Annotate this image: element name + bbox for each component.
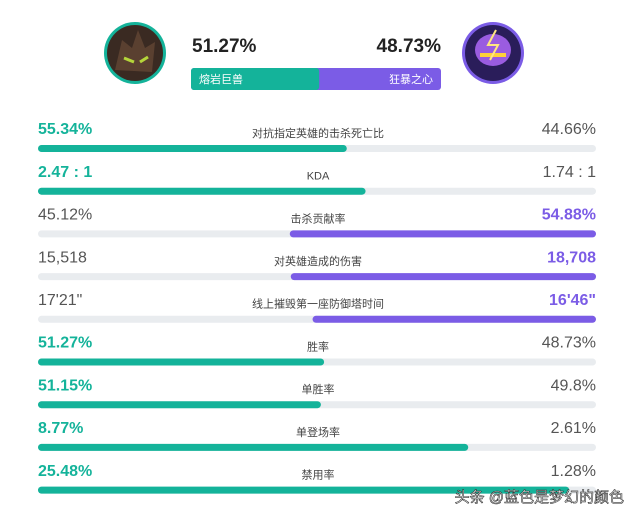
bar — [38, 443, 469, 451]
stat-label: 对英雄造成的伤害 — [274, 254, 362, 268]
bar — [38, 187, 366, 195]
right-value: 2.61% — [551, 420, 596, 437]
left-value: 51.15% — [38, 377, 92, 394]
right-value: 16'46" — [549, 292, 596, 309]
stat-label: 线上摧毁第一座防御塔时间 — [252, 297, 384, 311]
left-value: 15,518 — [38, 249, 87, 266]
stat-label: 禁用率 — [302, 468, 335, 482]
bar — [38, 145, 347, 152]
bar — [38, 486, 570, 494]
right-value: 49.8% — [551, 377, 596, 394]
right-value: 1.28% — [551, 463, 596, 480]
bar — [290, 273, 596, 281]
right-value: 1.74 : 1 — [543, 164, 596, 181]
left-value: 55.34% — [38, 121, 92, 138]
left-hero-name: 熔岩巨兽 — [199, 72, 243, 86]
stat-label: 单胜率 — [302, 382, 335, 396]
right-value: 18,708 — [547, 249, 596, 266]
left-value: 8.77% — [38, 420, 83, 437]
stat-label: KDA — [307, 171, 330, 183]
right-value: 44.66% — [542, 121, 596, 138]
stat-label: 胜率 — [307, 339, 329, 353]
stat-label: 对抗指定英雄的击杀死亡比 — [252, 126, 384, 140]
right-value: 54.88% — [542, 207, 596, 224]
right-avatar — [462, 22, 524, 84]
right-hero-name: 狂暴之心 — [389, 72, 433, 86]
bar — [38, 401, 321, 409]
left-percent: 51.27% — [192, 36, 257, 57]
stat-label: 击杀贡献率 — [291, 211, 346, 225]
left-avatar — [104, 22, 166, 84]
bar — [38, 358, 325, 366]
left-value: 45.12% — [38, 207, 92, 224]
right-value: 48.73% — [542, 335, 596, 352]
right-percent: 48.73% — [377, 36, 442, 57]
header-bar-left — [191, 68, 320, 90]
stat-label: 单登场率 — [296, 425, 340, 439]
left-value: 2.47 : 1 — [38, 164, 92, 181]
bar — [312, 315, 596, 323]
watermark: 头条 @蓝色是梦幻的颜色 — [455, 489, 624, 506]
bar — [289, 230, 596, 238]
left-value: 25.48% — [38, 463, 92, 480]
left-value: 51.27% — [38, 335, 92, 352]
left-value: 17'21" — [38, 292, 82, 309]
